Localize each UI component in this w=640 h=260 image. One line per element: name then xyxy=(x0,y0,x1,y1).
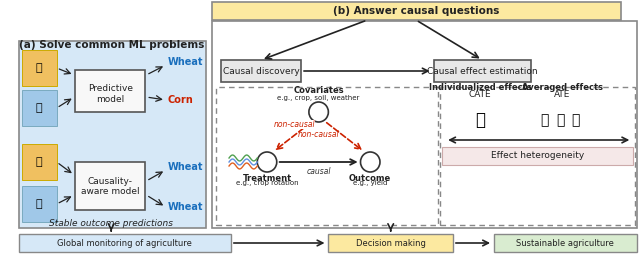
Text: e.g., crop rotation: e.g., crop rotation xyxy=(236,180,298,186)
Text: Causality-: Causality- xyxy=(88,177,132,185)
Text: Averaged effects: Averaged effects xyxy=(522,83,603,92)
Text: ATE: ATE xyxy=(554,90,570,99)
FancyBboxPatch shape xyxy=(440,87,635,225)
Text: Outcome: Outcome xyxy=(349,174,392,183)
Text: Wheat: Wheat xyxy=(168,162,203,172)
FancyBboxPatch shape xyxy=(216,87,438,225)
FancyBboxPatch shape xyxy=(211,2,621,20)
Text: Global monitoring of agriculture: Global monitoring of agriculture xyxy=(58,238,192,248)
Text: 🌾: 🌾 xyxy=(572,113,580,127)
FancyBboxPatch shape xyxy=(75,70,145,112)
Text: 🌾: 🌾 xyxy=(36,157,42,167)
Text: Corn: Corn xyxy=(168,95,193,105)
Circle shape xyxy=(360,152,380,172)
Text: non-causal: non-causal xyxy=(273,120,315,129)
Text: e.g., crop, soil, weather: e.g., crop, soil, weather xyxy=(278,95,360,101)
FancyBboxPatch shape xyxy=(494,234,637,252)
Text: (b) Answer causal questions: (b) Answer causal questions xyxy=(333,6,499,16)
Text: Causal effect estimation: Causal effect estimation xyxy=(427,67,538,75)
Text: 🌾: 🌾 xyxy=(476,111,485,129)
Text: 🌾: 🌾 xyxy=(556,113,564,127)
Text: Effect heterogeneity: Effect heterogeneity xyxy=(491,152,584,160)
Text: Treatment: Treatment xyxy=(243,174,292,183)
Text: e.g., yield: e.g., yield xyxy=(353,180,387,186)
Text: (a) Solve common ML problems: (a) Solve common ML problems xyxy=(19,40,205,50)
Text: ⛰: ⛰ xyxy=(36,199,42,209)
FancyBboxPatch shape xyxy=(433,60,531,82)
Text: 🌾: 🌾 xyxy=(540,113,548,127)
Circle shape xyxy=(309,102,328,122)
Text: model: model xyxy=(96,94,124,103)
Text: Wheat: Wheat xyxy=(168,202,203,212)
FancyBboxPatch shape xyxy=(22,50,57,86)
FancyBboxPatch shape xyxy=(75,162,145,210)
FancyBboxPatch shape xyxy=(22,186,57,222)
FancyBboxPatch shape xyxy=(211,21,637,228)
Text: CATE: CATE xyxy=(469,90,492,99)
Text: non-causal: non-causal xyxy=(298,130,339,139)
FancyBboxPatch shape xyxy=(442,147,633,165)
Text: Decision making: Decision making xyxy=(356,238,426,248)
Text: ⛰: ⛰ xyxy=(36,103,42,113)
Text: Covariates: Covariates xyxy=(293,86,344,95)
Text: Predictive: Predictive xyxy=(88,83,132,93)
Text: aware model: aware model xyxy=(81,186,140,196)
FancyBboxPatch shape xyxy=(22,144,57,180)
FancyBboxPatch shape xyxy=(328,234,453,252)
FancyBboxPatch shape xyxy=(19,41,205,228)
Text: Individualized effects: Individualized effects xyxy=(429,83,532,92)
FancyBboxPatch shape xyxy=(19,234,231,252)
Circle shape xyxy=(257,152,276,172)
Text: causal: causal xyxy=(307,167,331,176)
Text: 🌾: 🌾 xyxy=(36,63,42,73)
FancyBboxPatch shape xyxy=(22,90,57,126)
Text: Causal discovery: Causal discovery xyxy=(223,67,300,75)
Text: Wheat: Wheat xyxy=(168,57,203,67)
FancyBboxPatch shape xyxy=(221,60,301,82)
Text: Sustainable agriculture: Sustainable agriculture xyxy=(516,238,614,248)
Text: Stable outcome predictions: Stable outcome predictions xyxy=(49,218,173,228)
